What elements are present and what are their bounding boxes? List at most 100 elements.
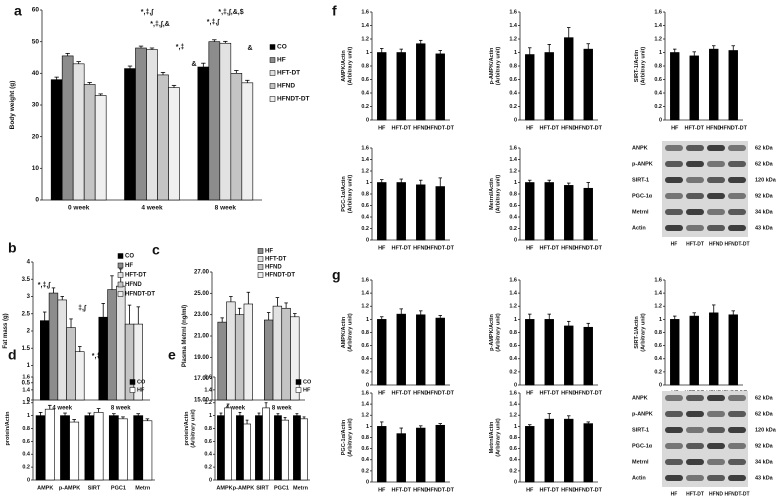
annotation: ‡,∫ — [78, 305, 87, 312]
bar — [94, 95, 107, 201]
annotation: *,‡,∫,&,$ — [218, 9, 243, 16]
blot-band — [686, 161, 704, 167]
y-tick-label: 1 — [366, 424, 369, 430]
y-tick-label: 1.5 — [22, 346, 31, 352]
blot-band — [707, 475, 725, 481]
legend-label: HF — [137, 387, 145, 393]
y-tick-label: 0.8 — [509, 191, 517, 197]
y-tick-label: 1 — [366, 180, 369, 186]
bar — [236, 415, 244, 481]
y-tick-label: 1.6 — [654, 9, 662, 15]
blot-lane-label: HF — [671, 241, 678, 247]
bar — [35, 415, 46, 481]
blot-protein-label: PGC-1α — [632, 443, 653, 449]
x-tick-label: 0 week — [68, 205, 90, 212]
bar — [60, 415, 70, 481]
blot-protein-label: ANPK — [632, 395, 648, 401]
x-tick-label: HF — [526, 245, 534, 251]
legend-swatch — [257, 248, 264, 254]
bar — [84, 415, 95, 481]
blot-background — [662, 141, 748, 237]
y-tick-label: 0.8 — [654, 330, 662, 336]
annotation: *,‡,∫ — [38, 282, 52, 289]
blot-lane-label: HF — [671, 491, 678, 496]
blot-lane-label: HFND — [709, 491, 723, 496]
y-tick-label: 0.6 — [654, 77, 662, 83]
legend-label: HFT-DT — [265, 257, 287, 263]
y-axis-label: p-AMPK/Actin — [489, 314, 495, 351]
legend-label: CO — [125, 254, 134, 260]
legend-label: HFND — [125, 282, 142, 288]
bar — [281, 419, 289, 481]
y-axis-label: (Arbitrary unit) — [347, 47, 353, 86]
bar — [525, 182, 535, 241]
y-tick-label: 0.2 — [361, 226, 369, 232]
y-tick-label: 0.8 — [361, 63, 369, 69]
x-tick-label: HF — [526, 487, 534, 493]
blot-protein-label: Actin — [632, 475, 646, 481]
y-tick-label: 0 — [514, 117, 517, 123]
bar — [396, 313, 406, 386]
y-tick-label: 0.2 — [509, 226, 517, 232]
legend-swatch — [269, 57, 276, 63]
x-tick-label: HF — [378, 125, 386, 131]
x-tick-label: 4 week — [225, 406, 245, 412]
blot-band — [707, 443, 725, 449]
y-tick-label: 0.8 — [654, 63, 662, 69]
legend-swatch — [129, 387, 136, 393]
blot-protein-label: p-ANPK — [632, 161, 653, 167]
y-tick-label: 1.4 — [654, 23, 663, 29]
blot-size-label: 62 kDa — [755, 145, 774, 151]
x-tick-label: HFT-DT — [391, 245, 411, 251]
y-tick-label: 0 — [659, 117, 662, 123]
blot-band — [686, 193, 704, 199]
x-tick-label: HF — [378, 245, 386, 251]
bar — [396, 182, 406, 241]
legend-swatch — [257, 272, 264, 278]
bar — [40, 320, 50, 401]
bar — [525, 319, 535, 386]
x-tick-label: HFNDT-DT — [575, 245, 603, 251]
blot-lane-label: HFNDT-DT — [725, 491, 750, 496]
x-tick-label: HFNDT-DT — [427, 125, 455, 131]
blot-band — [728, 193, 746, 199]
blot-band — [686, 427, 704, 433]
bar — [230, 73, 243, 201]
bar — [157, 74, 169, 201]
y-tick-label: 3.5 — [22, 277, 31, 283]
x-tick-label: HF — [671, 125, 679, 131]
y-axis-label: (Arbitrary unit) — [347, 175, 353, 214]
blot-band — [707, 395, 725, 401]
y-tick-label: 0.4 — [509, 457, 518, 463]
legend-label: HFNDT-DT — [277, 96, 310, 103]
y-axis-label: protein/Actin — [5, 411, 11, 446]
y-tick-label: 0.2 — [22, 465, 30, 471]
x-tick-label: HFT-DT — [539, 487, 559, 493]
bar — [243, 423, 251, 481]
bar — [264, 319, 274, 401]
bar — [435, 317, 445, 386]
y-tick-label: 40 — [32, 70, 40, 77]
legend-swatch — [117, 253, 124, 259]
blot-band — [707, 209, 725, 215]
bar — [670, 52, 680, 121]
y-tick-label: 0 — [514, 479, 517, 485]
y-tick-label: 1.2 — [509, 168, 517, 174]
y-tick-label: 1 — [366, 317, 369, 323]
y-tick-label: 0.6 — [361, 203, 369, 209]
y-tick-label: 27.00 — [194, 270, 210, 276]
y-tick-label: 1 — [514, 180, 517, 186]
bar — [525, 54, 535, 121]
y-tick-label: 1.6 — [361, 145, 369, 151]
y-tick-label: 1.2 — [509, 36, 517, 42]
x-tick-label: HFND — [561, 487, 576, 493]
y-axis-label: SIRT-1/Actin — [634, 49, 640, 82]
y-tick-label: 50 — [32, 38, 40, 45]
x-tick-label: p-AMPK — [59, 485, 80, 491]
bar — [217, 321, 227, 401]
bar — [44, 408, 55, 481]
x-tick-label: 4 week — [141, 205, 163, 212]
legend-swatch — [269, 70, 276, 76]
bar — [435, 186, 445, 241]
